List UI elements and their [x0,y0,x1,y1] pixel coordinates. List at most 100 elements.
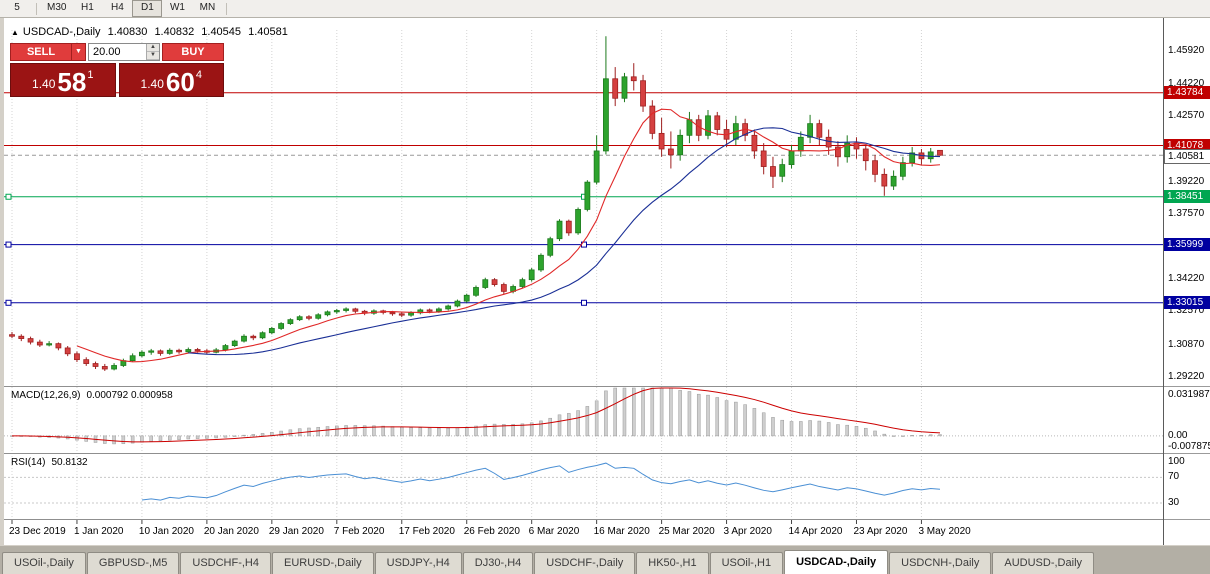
price-axis-label: 1.39220 [1168,175,1205,187]
svg-text:3 May 2020: 3 May 2020 [918,526,971,537]
grid-layer [11,30,922,519]
sell-price-pips: 58 [57,67,87,97]
svg-text:1 Jan 2020: 1 Jan 2020 [74,526,124,537]
price-axis[interactable]: 1.45920 1.44220 1.42570 1.39220 1.37570 1.342… [1163,18,1210,545]
sell-price-figure: 1.40 [32,77,56,91]
chart-tab-bar: USOil-,Daily GBPUSD-,M5 USDCHF-,H4 EURUS… [0,546,1210,574]
tf-button-mn[interactable]: MN [199,2,216,13]
svg-text:26 Feb 2020: 26 Feb 2020 [464,526,521,537]
one-click-trading-widget: SELL ▼ ▲ ▼ BUY 1.40 58 1 1.40 60 4 [10,43,224,97]
svg-text:17 Feb 2020: 17 Feb 2020 [399,526,456,537]
axis-separator [1164,386,1210,387]
tab-usdcad-daily[interactable]: USDCAD-,Daily [784,550,889,574]
axis-separator [1164,453,1210,454]
svg-text:25 Mar 2020: 25 Mar 2020 [659,526,716,537]
price-axis-label: 1.44220 [1168,78,1205,90]
tf-button-h4[interactable]: H4 [111,2,124,13]
svg-text:10 Jan 2020: 10 Jan 2020 [139,526,194,537]
svg-text:23 Apr 2020: 23 Apr 2020 [853,526,907,537]
price-badge: 1.35999 [1164,238,1210,252]
axis-separator [1164,519,1210,520]
tab-usoil-daily[interactable]: USOil-,Daily [2,552,86,574]
svg-text:3 Apr 2020: 3 Apr 2020 [724,526,773,537]
rsi-label: RSI(14) 50.8132 [11,457,88,468]
macd-name: MACD(12,26,9) [11,390,81,401]
price-axis-label: 1.29220 [1168,370,1205,382]
macd-axis-label: -0.007875 [1168,441,1210,452]
price-badge: 1.40581 [1164,148,1210,164]
ohlc-symbol: USDCAD-,Daily [22,26,101,38]
svg-text:16 Mar 2020: 16 Mar 2020 [594,526,651,537]
volume-input[interactable] [89,44,146,60]
macd-axis-label: 0.031987 [1168,389,1210,400]
sell-dropdown-icon[interactable]: ▼ [72,43,86,61]
svg-text:29 Jan 2020: 29 Jan 2020 [269,526,324,537]
rsi-axis-label: 100 [1168,456,1185,467]
buy-price-point: 4 [195,69,202,81]
price-axis-label: 1.30870 [1168,338,1205,350]
price-axis-label: 1.32570 [1168,305,1205,317]
time-axis: 23 Dec 2019 1 Jan 2020 10 Jan 2020 20 Jan 2… [9,520,971,537]
tab-usdjpy-h4[interactable]: USDJPY-,H4 [374,552,462,574]
tab-usdcnh-daily[interactable]: USDCNH-,Daily [889,552,992,574]
ohlc-close: 1.40581 [248,26,288,38]
candles-layer [9,36,943,371]
price-axis-label: 1.45920 [1168,45,1205,57]
sell-button[interactable]: SELL [10,43,72,61]
tab-dj30-h4[interactable]: DJ30-,H4 [462,552,534,574]
buy-price-pips: 60 [165,67,195,97]
rsi-axis-label: 70 [1168,471,1180,483]
price-badge: 1.43784 [1164,86,1210,100]
ohlc-info: ▲ USDCAD-,Daily 1.40830 1.40832 1.40545 1… [11,26,292,38]
tab-gbpusd-m5[interactable]: GBPUSD-,M5 [86,552,180,574]
tf-button-m30[interactable]: M30 [47,2,67,13]
tab-usdchf-daily[interactable]: USDCHF-,Daily [534,552,636,574]
main-chart-canvas[interactable]: 23 Dec 2019 1 Jan 2020 10 Jan 2020 20 Jan 2… [4,18,1163,545]
price-badge: 1.33015 [1164,296,1210,310]
chart-area: 23 Dec 2019 1 Jan 2020 10 Jan 2020 20 Jan 2… [4,18,1210,545]
tab-hk50-h1[interactable]: HK50-,H1 [636,552,709,574]
svg-text:23 Dec 2019: 23 Dec 2019 [9,526,66,537]
rsi-value: 50.8132 [51,457,88,468]
tab-usoil-h1[interactable]: USOil-,H1 [709,552,784,574]
svg-text:7 Feb 2020: 7 Feb 2020 [334,526,385,537]
rsi-axis-label: 30 [1168,497,1180,508]
price-axis-label: 1.34220 [1168,273,1205,285]
tf-button-d1[interactable]: D1 [132,0,163,17]
ohlc-high: 1.40832 [154,26,195,38]
timeframe-toolbar: 5 M30 H1 H4 D1 W1 MN [0,0,1210,18]
price-axis-label: 1.37570 [1168,207,1205,219]
buy-price-figure: 1.40 [140,77,164,91]
sell-price-point: 1 [87,69,94,81]
moving-averages-layer [76,108,941,363]
tab-eurusd-daily[interactable]: EURUSD-,Daily [272,552,374,574]
volume-up-icon[interactable]: ▲ [147,44,159,52]
svg-text:6 Mar 2020: 6 Mar 2020 [529,526,580,537]
macd-axis-label: 0.00 [1168,429,1188,441]
price-axis-label: 1.42570 [1168,110,1205,122]
tab-usdchf-h4[interactable]: USDCHF-,H4 [180,552,271,574]
tab-audusd-daily[interactable]: AUDUSD-,Daily [992,552,1095,574]
ohlc-open: 1.40830 [107,26,148,38]
symbol-arrow-icon: ▲ [11,28,19,37]
volume-spinner: ▲ ▼ [146,44,159,60]
rsi-name: RSI(14) [11,457,46,468]
svg-text:14 Apr 2020: 14 Apr 2020 [789,526,843,537]
ohlc-low: 1.40545 [201,26,242,38]
volume-down-icon[interactable]: ▼ [147,52,159,60]
toolbar-separator [36,2,37,15]
price-badge: 1.38451 [1164,190,1210,204]
toolbar-separator [226,2,228,15]
tf-button-w1[interactable]: W1 [169,2,185,13]
rsi-layer [4,462,1163,504]
macd-label: MACD(12,26,9) 0.000792 0.000958 [11,390,173,401]
tf-button-5[interactable]: 5 [14,2,20,13]
sell-price-box[interactable]: 1.40 58 1 [10,63,116,97]
macd-values: 0.000792 0.000958 [86,390,173,401]
svg-text:20 Jan 2020: 20 Jan 2020 [204,526,259,537]
tf-button-h1[interactable]: H1 [81,2,94,13]
buy-price-box[interactable]: 1.40 60 4 [118,63,224,97]
buy-button[interactable]: BUY [162,43,224,61]
macd-layer [4,387,1163,445]
